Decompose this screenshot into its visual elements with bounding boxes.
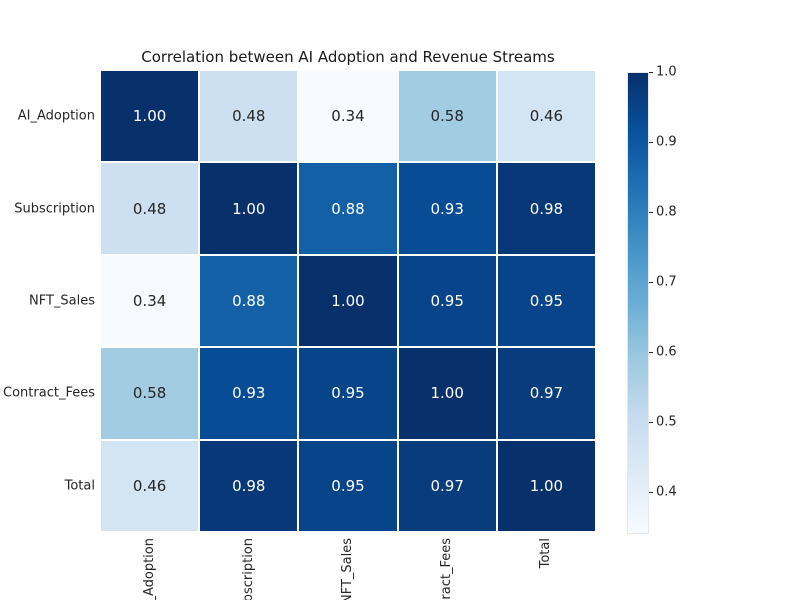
colorbar-tick-label: 0.4 xyxy=(656,484,677,500)
colorbar-tick-mark xyxy=(649,422,653,423)
heatmap-cell: 1.00 xyxy=(496,439,596,532)
colorbar-tick-label: 0.7 xyxy=(656,274,677,290)
heatmap-cell: 0.93 xyxy=(199,347,299,440)
heatmap-cell: 0.93 xyxy=(397,162,497,255)
heatmap-cell: 0.88 xyxy=(298,162,398,255)
y-tick-label: NFT_Sales xyxy=(28,293,95,309)
y-tick-label: Contract_Fees xyxy=(3,385,95,401)
heatmap-cell: 0.48 xyxy=(199,70,299,163)
colorbar xyxy=(627,72,649,534)
colorbar-tick-mark xyxy=(649,212,653,213)
heatmap-cell: 0.58 xyxy=(100,347,200,440)
heatmap-cell: 1.00 xyxy=(199,162,299,255)
heatmap-cell: 0.95 xyxy=(397,254,497,348)
heatmap-cell: 0.34 xyxy=(298,70,398,163)
colorbar-tick-mark xyxy=(649,72,653,73)
heatmap-cell: 1.00 xyxy=(298,254,398,348)
colorbar-tick-label: 0.9 xyxy=(656,134,677,150)
colorbar-tick-mark xyxy=(649,282,653,283)
x-tick-label: NFT_Sales xyxy=(340,538,355,600)
x-tick-label: Contract_Fees xyxy=(439,538,455,600)
colorbar-tick-label: 0.5 xyxy=(656,414,677,430)
heatmap-cell: 0.98 xyxy=(496,162,596,255)
heatmap-cell: 1.00 xyxy=(100,70,200,163)
y-tick-label: Subscription xyxy=(14,201,95,217)
heatmap-cell: 0.46 xyxy=(100,439,200,532)
x-tick-label: Total xyxy=(538,538,554,569)
heatmap-cell: 0.48 xyxy=(100,162,200,255)
colorbar-tick-mark xyxy=(649,352,653,353)
x-tick-label: AI_Adoption xyxy=(141,538,157,600)
colorbar-tick-label: 0.8 xyxy=(656,204,677,220)
heatmap-cell: 0.46 xyxy=(496,70,596,163)
chart-title: Correlation between AI Adoption and Reve… xyxy=(141,48,555,66)
heatmap-cell: 1.00 xyxy=(397,347,497,440)
colorbar-tick-mark xyxy=(649,142,653,143)
y-tick-label: AI_Adoption xyxy=(17,108,95,124)
heatmap-cell: 0.95 xyxy=(298,347,398,440)
heatmap-cell: 0.58 xyxy=(397,70,497,163)
heatmap-cell: 0.95 xyxy=(496,254,596,348)
y-tick-label: Total xyxy=(64,478,95,494)
heatmap-cell: 0.98 xyxy=(199,439,299,532)
heatmap-cell: 0.97 xyxy=(496,347,596,440)
colorbar-tick-label: 1.0 xyxy=(656,64,677,80)
x-tick-label: Subscription xyxy=(240,538,256,600)
heatmap-cell: 0.97 xyxy=(397,439,497,532)
colorbar-tick-mark xyxy=(649,492,653,493)
heatmap-cell: 0.34 xyxy=(100,254,200,348)
heatmap-cell: 0.88 xyxy=(199,254,299,348)
heatmap-cell: 0.95 xyxy=(298,439,398,532)
colorbar-tick-label: 0.6 xyxy=(656,344,677,360)
